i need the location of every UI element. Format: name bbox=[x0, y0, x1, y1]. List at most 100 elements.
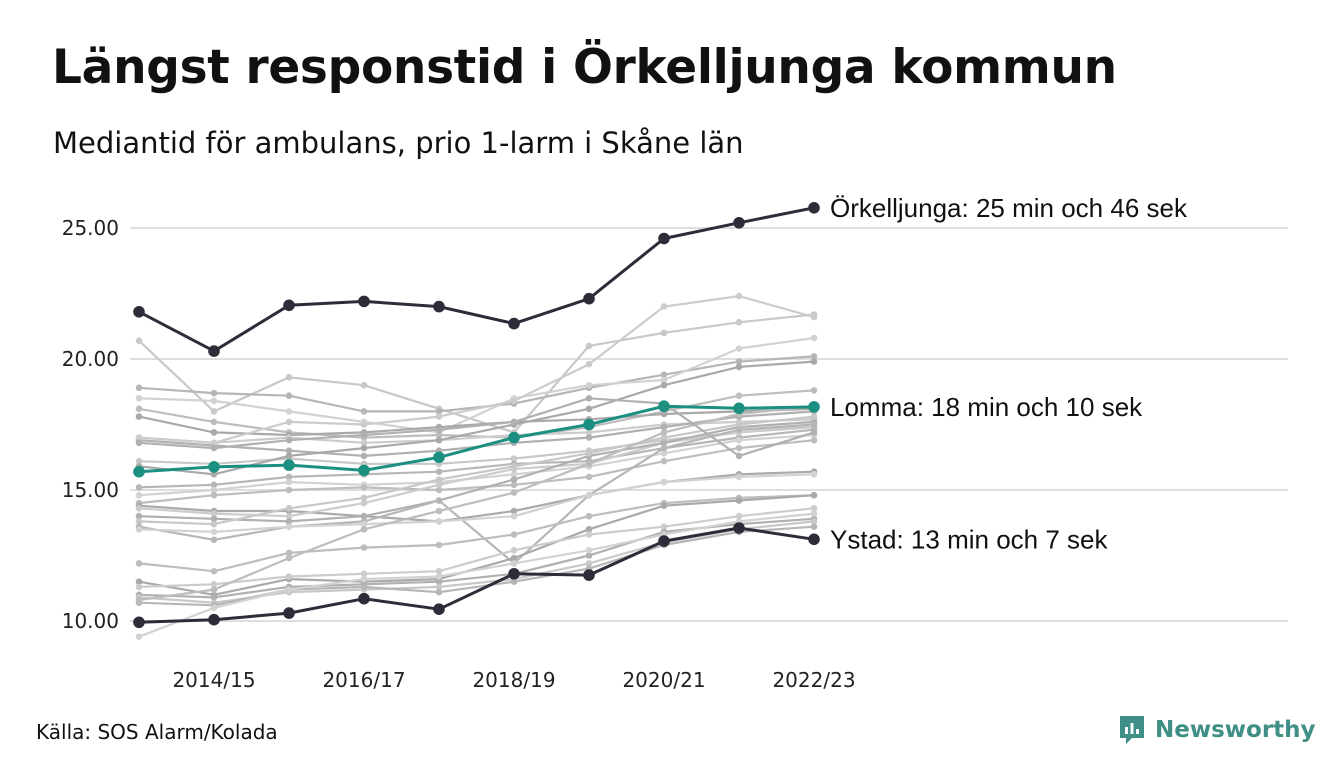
background-series-point bbox=[360, 583, 368, 591]
background-series-point bbox=[435, 486, 443, 494]
series-point bbox=[433, 603, 445, 615]
background-series-point bbox=[285, 586, 293, 593]
background-series-point bbox=[360, 544, 368, 551]
series-point bbox=[208, 613, 220, 626]
background-series-point bbox=[360, 512, 368, 520]
background-series-line bbox=[138, 439, 815, 505]
background-series-point bbox=[360, 499, 368, 507]
background-series-point bbox=[735, 512, 743, 520]
background-series-line bbox=[138, 494, 815, 596]
background-series-point bbox=[585, 460, 593, 468]
x-tick-label: 2014/15 bbox=[172, 668, 255, 692]
background-series-point bbox=[810, 471, 818, 478]
background-series-point bbox=[510, 512, 518, 520]
background-series-point bbox=[435, 567, 443, 575]
background-series-point bbox=[810, 313, 818, 321]
background-series-point bbox=[660, 450, 668, 457]
background-series-line bbox=[138, 494, 815, 573]
background-series-point bbox=[285, 447, 293, 455]
background-series-point bbox=[135, 395, 143, 402]
background-series-point bbox=[735, 436, 743, 444]
x-tick-label: 2016/17 bbox=[322, 668, 405, 692]
background-series-point bbox=[435, 481, 443, 489]
background-series-line bbox=[138, 426, 815, 465]
background-series-point bbox=[660, 429, 668, 436]
chart-title: Längst responstid i Örkelljunga kommun bbox=[52, 40, 1117, 95]
background-series-point bbox=[735, 421, 743, 428]
background-series-point bbox=[435, 468, 443, 476]
background-series-point bbox=[285, 523, 293, 530]
background-series-point bbox=[510, 476, 518, 483]
series-point bbox=[733, 217, 745, 229]
background-series-point bbox=[510, 397, 518, 405]
background-series-point bbox=[810, 413, 818, 420]
background-series-point bbox=[660, 303, 668, 310]
background-series-line bbox=[138, 507, 815, 588]
background-series-point bbox=[660, 439, 668, 447]
background-series-point bbox=[210, 515, 218, 523]
background-series-point bbox=[135, 512, 143, 520]
background-series-point bbox=[810, 334, 818, 342]
background-series-point bbox=[585, 405, 593, 413]
series-point bbox=[508, 431, 520, 444]
series-point bbox=[133, 306, 145, 318]
background-series-point bbox=[360, 431, 368, 439]
y-tick-label: 20.00 bbox=[62, 347, 119, 371]
background-series-point bbox=[210, 536, 218, 544]
background-series-point bbox=[585, 429, 593, 436]
background-series-point bbox=[285, 408, 293, 415]
background-series-point bbox=[285, 473, 293, 481]
background-series-point bbox=[810, 505, 818, 512]
series-point bbox=[658, 400, 670, 413]
background-series-point bbox=[210, 397, 218, 405]
background-series-point bbox=[810, 353, 818, 360]
background-series-point bbox=[660, 410, 668, 418]
background-series-point bbox=[435, 541, 443, 549]
series-point bbox=[508, 317, 520, 330]
background-series-point bbox=[210, 491, 218, 499]
background-series-point bbox=[135, 583, 143, 591]
background-series-point bbox=[360, 408, 368, 415]
background-series-point bbox=[735, 452, 743, 460]
background-series-point bbox=[135, 518, 143, 525]
background-series-point bbox=[360, 570, 368, 578]
background-series-line bbox=[138, 415, 815, 526]
background-series-point bbox=[510, 463, 518, 470]
series-point bbox=[133, 465, 145, 478]
background-series-point bbox=[735, 292, 743, 300]
background-series-point bbox=[435, 476, 443, 483]
background-series-point bbox=[510, 560, 518, 567]
background-series-point bbox=[735, 473, 743, 481]
background-series-point bbox=[510, 531, 518, 538]
background-series-line bbox=[138, 512, 815, 638]
background-series-point bbox=[660, 523, 668, 530]
background-series-point bbox=[285, 505, 293, 512]
background-series-point bbox=[735, 345, 743, 352]
background-series-line bbox=[138, 295, 815, 444]
grid-lines bbox=[130, 227, 1288, 622]
background-series-point bbox=[660, 329, 668, 337]
series-point bbox=[583, 569, 595, 581]
series-point bbox=[658, 535, 670, 547]
background-series-point bbox=[360, 526, 368, 533]
background-series-point bbox=[585, 450, 593, 457]
series-point bbox=[208, 345, 220, 357]
background-series-point bbox=[210, 594, 218, 601]
background-series-point bbox=[585, 342, 593, 350]
background-series-point bbox=[735, 363, 743, 371]
background-series-point bbox=[735, 358, 743, 365]
background-series-point bbox=[210, 471, 218, 478]
background-series-point bbox=[285, 573, 293, 580]
background-series-point bbox=[135, 505, 143, 512]
background-series-point bbox=[360, 444, 368, 452]
background-series-point bbox=[810, 421, 818, 428]
background-series-point bbox=[510, 471, 518, 478]
background-series-point bbox=[660, 478, 668, 486]
series-point bbox=[283, 607, 295, 619]
background-series-point bbox=[810, 518, 818, 525]
background-series-point bbox=[585, 434, 593, 441]
newsworthy-logo-icon bbox=[1120, 716, 1144, 744]
series-point bbox=[583, 418, 595, 431]
background-series-point bbox=[285, 436, 293, 444]
series-point bbox=[358, 464, 370, 477]
